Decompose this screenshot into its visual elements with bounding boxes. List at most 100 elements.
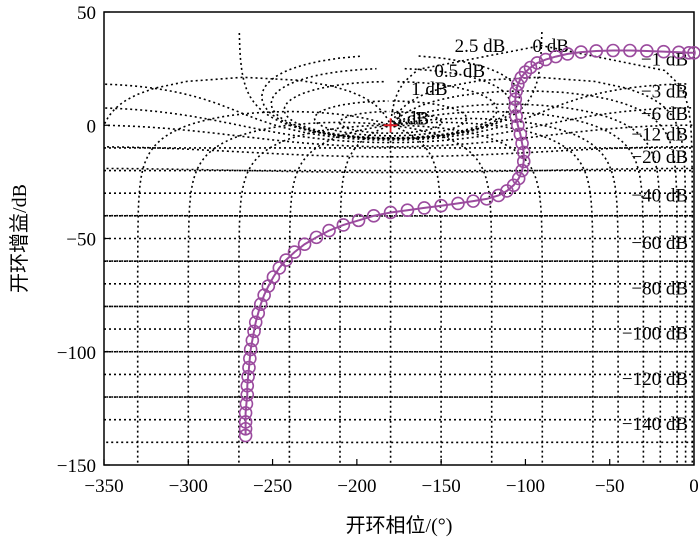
m-contour xyxy=(104,145,693,158)
m-circle-label: −3 dB xyxy=(641,81,688,102)
n-contour xyxy=(104,76,392,128)
data-point xyxy=(309,230,324,245)
data-point xyxy=(530,56,545,70)
data-point xyxy=(247,324,261,339)
data-point xyxy=(251,306,266,321)
data-point xyxy=(400,203,415,217)
m-circle-label: −20 dB xyxy=(631,147,688,168)
data-point xyxy=(239,397,254,411)
m-circle-label: −140 dB xyxy=(622,414,688,435)
data-point xyxy=(351,213,366,228)
data-point xyxy=(515,163,529,178)
m-contour xyxy=(104,124,693,148)
data-point xyxy=(687,45,700,60)
data-point xyxy=(538,52,553,67)
x-tick-label: 0 xyxy=(689,476,699,497)
data-point xyxy=(243,351,257,366)
n-contour xyxy=(136,110,391,465)
data-point xyxy=(272,261,287,275)
m-circle-label: 0.5 dB xyxy=(434,61,485,82)
n-contour xyxy=(390,110,645,465)
data-point xyxy=(297,237,312,251)
m-circle-labels: 2.5 dB 0 dB0.5 dB1 dB3 dB−1 dB−3 dB−6 dB−… xyxy=(393,36,688,435)
data-point xyxy=(240,378,255,393)
x-tick-label: −50 xyxy=(595,476,625,497)
n-contour xyxy=(390,124,493,465)
n-contour xyxy=(339,124,391,465)
axis-ticks: −350 −300 −250 −200 −150 −100 −50 0 −150 −100 −50 0… xyxy=(57,3,699,497)
x-tick-label: −350 xyxy=(84,476,123,497)
x-tick-label: −100 xyxy=(506,476,545,497)
series-line xyxy=(244,49,694,436)
m-circle-label: 2.5 dB xyxy=(455,36,506,57)
data-point xyxy=(491,188,506,203)
n-contour xyxy=(390,124,442,465)
data-point xyxy=(417,201,432,215)
m-circle-label: −1 dB xyxy=(641,50,688,71)
data-point xyxy=(241,369,255,384)
x-tick-label: −200 xyxy=(337,476,376,497)
data-point xyxy=(509,84,523,99)
n-contour xyxy=(389,44,694,465)
m-circle-label: −40 dB xyxy=(631,185,688,206)
data-point xyxy=(451,196,465,211)
n-contour xyxy=(288,124,391,465)
data-point xyxy=(336,218,351,232)
data-point xyxy=(508,100,523,114)
m-contour xyxy=(104,167,694,174)
data-point xyxy=(656,44,671,59)
data-point xyxy=(623,43,637,58)
data-point xyxy=(245,333,260,348)
m-circle-label: −6 dB xyxy=(641,104,688,125)
y-axis-title: 开环增益/dB xyxy=(8,184,31,293)
data-point xyxy=(515,136,529,151)
x-tick-label: −250 xyxy=(253,476,292,497)
data-point xyxy=(589,44,604,58)
n-contour xyxy=(391,124,544,465)
data-point xyxy=(506,178,521,193)
n-contour xyxy=(187,121,391,465)
m-circle-label: −120 dB xyxy=(622,369,688,390)
data-point xyxy=(560,47,575,61)
data-point xyxy=(243,342,258,357)
n-contour xyxy=(390,121,594,465)
y-tick-label: 50 xyxy=(77,3,96,24)
data-point xyxy=(511,171,526,186)
data-point xyxy=(639,44,654,58)
m-circle-label: −12 dB xyxy=(631,124,688,145)
y-tick-label: −150 xyxy=(57,456,96,477)
data-point xyxy=(240,387,255,402)
m-contour xyxy=(261,55,520,140)
y-tick-label: −100 xyxy=(57,343,96,364)
m-circle-label: 3 dB xyxy=(393,108,429,129)
data-point xyxy=(238,421,253,436)
x-tick-label: −150 xyxy=(422,476,461,497)
data-point xyxy=(383,205,398,220)
data-point xyxy=(242,360,256,375)
data-point xyxy=(508,92,523,107)
y-tick-label: 0 xyxy=(87,116,97,137)
data-point xyxy=(509,109,523,123)
data-point xyxy=(366,209,381,223)
data-point xyxy=(672,45,686,60)
data-point xyxy=(511,77,525,92)
n-contour xyxy=(238,124,390,465)
data-point xyxy=(253,297,268,311)
data-point xyxy=(238,406,253,420)
data-point xyxy=(516,154,531,169)
data-point xyxy=(287,245,302,259)
data-point xyxy=(511,118,525,133)
data-point xyxy=(523,60,538,75)
data-point xyxy=(279,253,293,267)
n-contour xyxy=(390,117,619,465)
x-tick-label: −300 xyxy=(169,476,208,497)
critical-point xyxy=(383,118,398,133)
data-point xyxy=(516,145,531,160)
nichols-grid xyxy=(104,31,694,465)
m-circle-label: −100 dB xyxy=(622,324,688,345)
n-contour xyxy=(389,76,687,465)
data-point xyxy=(238,415,253,429)
data-point xyxy=(248,315,263,330)
data-point xyxy=(574,45,588,59)
